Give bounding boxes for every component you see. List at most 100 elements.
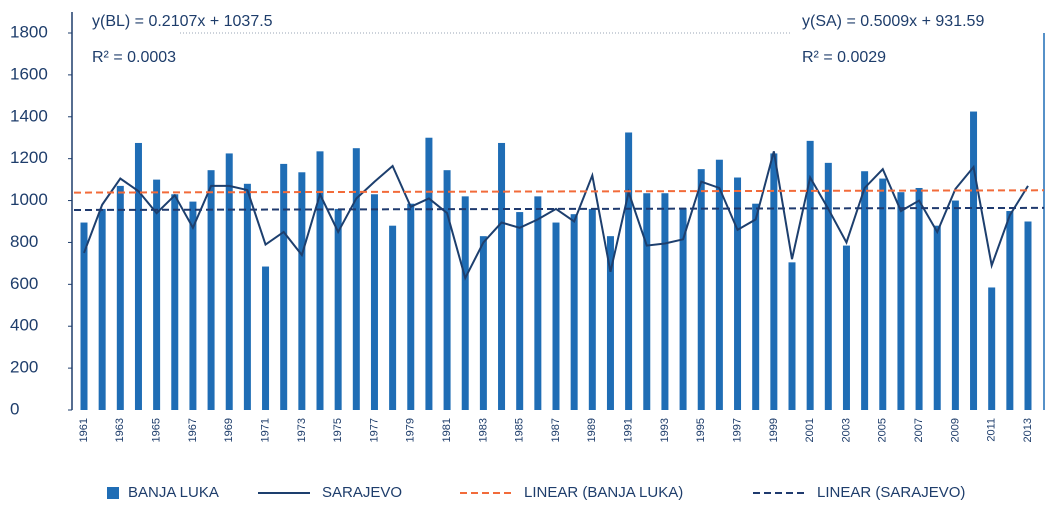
bar xyxy=(262,266,270,410)
bar xyxy=(715,159,723,410)
x-tick-label: 1963 xyxy=(114,418,126,442)
x-tick-label: 1989 xyxy=(586,418,598,442)
x-tick-label: 2007 xyxy=(913,418,925,442)
bar xyxy=(280,163,288,410)
annotation: y(BL) = 0.2107x + 1037.5 xyxy=(92,13,273,30)
bar xyxy=(970,111,978,411)
bar xyxy=(842,245,850,410)
x-tick-label: 2001 xyxy=(804,418,816,442)
x-tick-label: 1985 xyxy=(514,418,526,442)
bar xyxy=(588,208,596,410)
x-tick-label: 1995 xyxy=(695,418,707,442)
bar xyxy=(425,137,433,410)
y-tick-label: 1000 xyxy=(10,190,48,209)
x-tick-label: 1969 xyxy=(223,418,235,442)
bar xyxy=(806,140,814,410)
bar xyxy=(498,142,506,411)
x-tick-label: 1961 xyxy=(78,418,90,442)
bar xyxy=(552,222,560,410)
bar xyxy=(606,236,614,410)
legend-label: LINEAR (BANJA LUKA) xyxy=(524,484,683,501)
bar xyxy=(915,187,923,410)
x-tick-label: 1979 xyxy=(405,418,417,442)
x-tick-label: 1991 xyxy=(623,418,635,442)
x-tick-label: 1999 xyxy=(768,418,780,442)
line xyxy=(83,151,1029,281)
bar xyxy=(897,192,905,410)
y-tick-label: 600 xyxy=(10,274,38,293)
x-tick-label: 1971 xyxy=(259,418,271,442)
bar xyxy=(697,169,705,410)
bar xyxy=(316,151,324,410)
bar xyxy=(1006,211,1014,410)
bar xyxy=(334,208,342,410)
annotation: R² = 0.0029 xyxy=(802,49,886,66)
x-tick-label: 1965 xyxy=(151,418,163,442)
x-tick-label: 1967 xyxy=(187,418,199,442)
bar xyxy=(352,148,360,410)
y-tick-label: 1400 xyxy=(10,106,48,125)
bar xyxy=(116,185,124,410)
y-tick-label: 1800 xyxy=(10,22,48,41)
bar xyxy=(570,214,578,410)
x-tick-label: 2011 xyxy=(986,418,998,442)
bar xyxy=(1024,221,1032,410)
bar xyxy=(988,287,996,410)
annotation: y(SA) = 0.5009x + 931.59 xyxy=(802,13,984,30)
bar xyxy=(951,200,959,410)
bar xyxy=(770,153,778,411)
x-tick-label: 2009 xyxy=(949,418,961,442)
bar xyxy=(516,212,524,410)
bar xyxy=(479,236,487,410)
x-tick-label: 1993 xyxy=(659,418,671,442)
bar xyxy=(824,162,832,410)
bar xyxy=(752,203,760,410)
y-tick-label: 400 xyxy=(10,316,38,335)
bar xyxy=(370,194,378,410)
bar xyxy=(534,196,542,410)
bar xyxy=(861,171,869,410)
bar xyxy=(661,193,669,410)
y-tick-label: 0 xyxy=(10,399,19,418)
x-tick-label: 1981 xyxy=(441,418,453,442)
bar xyxy=(389,225,397,410)
x-tick-label: 2005 xyxy=(877,418,889,442)
x-tick-label: 2013 xyxy=(1022,418,1034,442)
bar xyxy=(788,262,796,410)
y-tick-label: 1600 xyxy=(10,64,48,83)
bar xyxy=(879,178,887,410)
bar xyxy=(933,225,941,410)
bar xyxy=(189,201,197,410)
legend-label: BANJA LUKA xyxy=(128,484,219,501)
bar xyxy=(153,179,161,410)
bar xyxy=(625,132,633,410)
bar xyxy=(643,193,651,410)
x-tick-label: 1973 xyxy=(296,418,308,442)
legend-label: LINEAR (SARAJEVO) xyxy=(817,484,965,501)
bar xyxy=(80,222,88,410)
bar xyxy=(679,207,687,410)
bar xyxy=(207,170,215,410)
y-tick-label: 800 xyxy=(10,232,38,251)
bar xyxy=(407,203,415,410)
bar xyxy=(443,170,451,410)
x-tick-label: 1983 xyxy=(477,418,489,442)
x-tick-label: 2003 xyxy=(840,418,852,442)
x-tick-label: 1997 xyxy=(731,418,743,442)
bar xyxy=(225,153,233,411)
annotation: R² = 0.0003 xyxy=(92,49,176,66)
bar xyxy=(171,194,179,410)
trend-line xyxy=(73,189,1045,194)
y-tick-label: 200 xyxy=(10,358,38,377)
legend-marker xyxy=(107,487,119,499)
x-tick-label: 1977 xyxy=(368,418,380,442)
bar xyxy=(461,196,469,410)
y-tick-label: 1200 xyxy=(10,148,48,167)
bar xyxy=(243,183,251,410)
bar xyxy=(298,172,306,410)
bar xyxy=(98,208,106,410)
bar xyxy=(134,142,142,411)
x-tick-label: 1975 xyxy=(332,418,344,442)
trend-line xyxy=(73,206,1045,211)
